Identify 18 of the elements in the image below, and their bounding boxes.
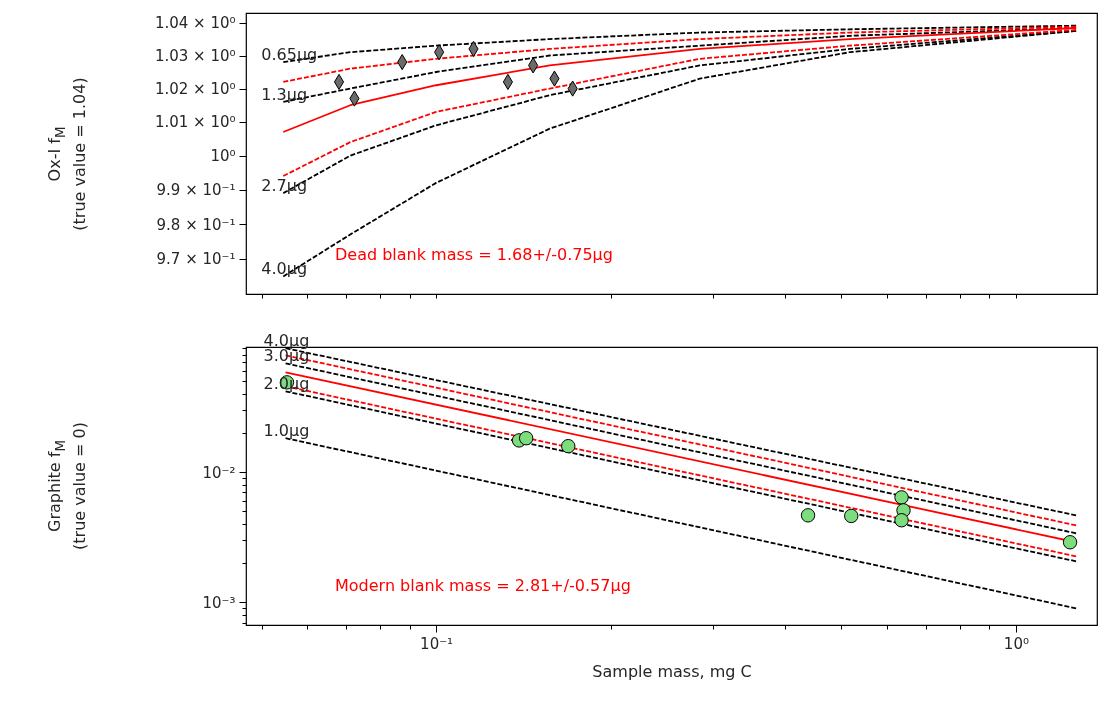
x-tick-label: 10⁻¹: [420, 634, 454, 653]
y-tick-label: 10⁰: [210, 147, 236, 166]
y-tick-label: 9.8 × 10⁻¹: [156, 215, 236, 234]
y-tick-label: 1.02 × 10⁰: [154, 80, 236, 99]
series-label: 1.0µg: [263, 421, 310, 441]
series-label: 4.0µg: [261, 259, 308, 279]
y-tick-label: 9.9 × 10⁻¹: [156, 181, 236, 200]
y-tick-label: 1.01 × 10⁰: [154, 113, 236, 132]
annotation: Modern blank mass = 2.81+/-0.57µg: [335, 576, 631, 595]
y-tick-label: 10⁻²: [202, 463, 236, 482]
series-label: 0.65µg: [261, 45, 318, 65]
x-axis-title: Sample mass, mg C: [592, 661, 752, 681]
y-tick-label: 1.04 × 10⁰: [154, 14, 236, 33]
series-label: 1.3µg: [261, 84, 308, 104]
annotation: Dead blank mass = 1.68+/-0.75µg: [335, 245, 613, 264]
y-tick-label: 9.7 × 10⁻¹: [156, 250, 236, 269]
y-tick-label: 1.03 × 10⁰: [154, 47, 236, 65]
y-tick-label: 10⁻³: [202, 593, 236, 612]
